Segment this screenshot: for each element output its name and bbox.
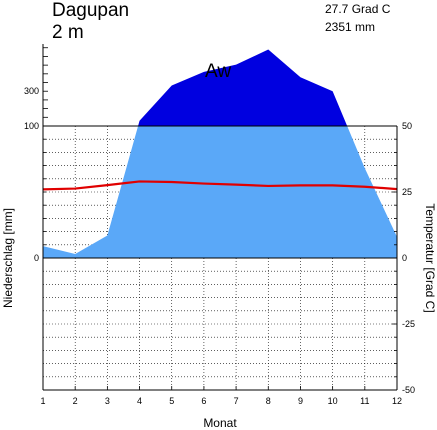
mean-temperature: 27.7 Grad C [325, 2, 391, 16]
precipitation-area-upper [138, 49, 348, 126]
left-tick-label: 300 [24, 86, 39, 96]
right-tick-label: 50 [402, 121, 412, 131]
x-axis-label: Monat [203, 416, 237, 430]
x-tick-label: 12 [392, 396, 402, 406]
station-name: Dagupan [52, 0, 129, 21]
climate-class-label: Aw [205, 61, 231, 82]
x-tick-label: 5 [169, 396, 174, 406]
left-tick-label: 100 [24, 121, 39, 131]
annual-precipitation: 2351 mm [325, 20, 375, 34]
right-tick-label: 25 [402, 187, 412, 197]
right-tick-label: -25 [402, 319, 415, 329]
right-tick-label: 0 [402, 253, 407, 263]
x-tick-label: 6 [201, 396, 206, 406]
right-tick-label: -50 [402, 385, 415, 395]
station-elevation: 2 m [52, 22, 84, 43]
left-axis-label: Niederschlag [mm] [1, 208, 15, 308]
x-tick-label: 8 [266, 396, 271, 406]
x-tick-label: 9 [298, 396, 303, 406]
precipitation-area [43, 49, 397, 258]
x-tick-label: 11 [360, 396, 369, 406]
x-tick-label: 3 [105, 396, 110, 406]
x-tick-label: 10 [328, 396, 338, 406]
x-tick-label: 2 [73, 396, 78, 406]
axes-frame [42, 44, 398, 391]
temperature-line [42, 180, 398, 191]
x-tick-label: 7 [234, 396, 239, 406]
x-tick-label: 1 [40, 396, 45, 406]
temperature-line-layer [42, 180, 398, 191]
left-tick-label: 0 [34, 253, 39, 263]
precipitation-area-lower [43, 126, 397, 258]
x-tick-label: 4 [137, 396, 142, 406]
right-axis-label: Temperatur [Grad C] [423, 203, 437, 312]
